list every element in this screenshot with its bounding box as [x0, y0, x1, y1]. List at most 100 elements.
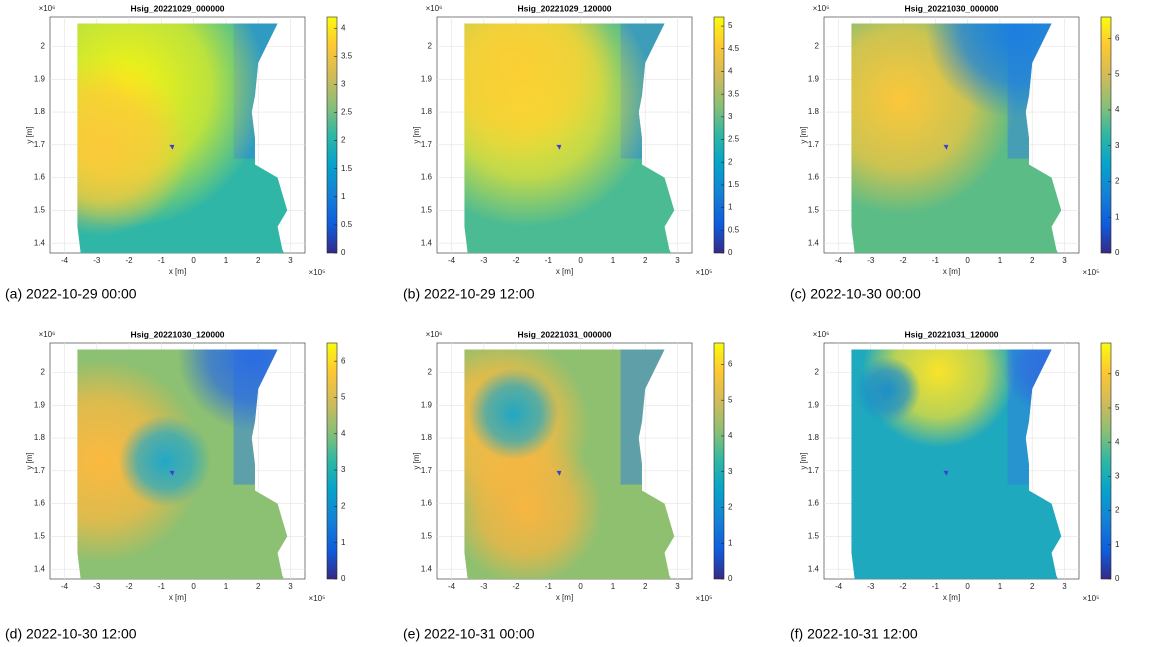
colorbar-tick-label: 3.5	[341, 51, 353, 60]
x-tick-label: 2	[643, 256, 648, 265]
x-tick-label: -1	[932, 256, 940, 265]
x-tick-label: -3	[93, 582, 101, 591]
colorbar-tick-label: 5	[1115, 403, 1120, 412]
x-tick-label: -2	[900, 582, 908, 591]
colorbar-tick-label: 5	[728, 395, 733, 404]
colorbar-tick-label: 1	[341, 192, 346, 201]
colorbar-tick-label: 3.5	[728, 89, 740, 98]
field	[77, 349, 288, 579]
x-tick-label: -2	[900, 256, 908, 265]
plot-title: Hsig_20221030_120000	[130, 329, 224, 339]
y-tick-label: 1.9	[34, 400, 46, 409]
y-tick-label: 1.4	[34, 238, 46, 247]
colorbar-tick-label: 1.5	[341, 164, 353, 173]
y-multiplier: ×10⁶	[813, 330, 830, 339]
y-tick-label: 1.9	[34, 74, 46, 83]
x-tick-label: -3	[480, 582, 488, 591]
y-tick-label: 1.5	[421, 205, 433, 214]
field-spot	[118, 415, 211, 507]
colorbar-tick-label: 1	[728, 203, 733, 212]
y-axis-label: y [m]	[799, 126, 808, 143]
colorbar-tick-label: 5	[1115, 69, 1120, 78]
y-tick-label: 2	[815, 42, 820, 51]
field-spot	[467, 367, 560, 460]
colorbar-tick-label: 3	[728, 467, 733, 476]
x-tick-label: -1	[545, 256, 553, 265]
y-tick-label: 2	[41, 368, 46, 377]
colorbar-tick-label: 0	[728, 574, 733, 583]
x-axis-label: x [m]	[169, 593, 186, 602]
y-multiplier: ×10⁶	[813, 4, 830, 13]
caption: (d) 2022-10-30 12:00	[5, 626, 137, 642]
x-tick-label: 1	[998, 582, 1003, 591]
colorbar-tick-label: 2	[728, 157, 733, 166]
y-tick-label: 1.4	[421, 564, 433, 573]
x-tick-label: 1	[998, 256, 1003, 265]
colorbar-tick-label: 0	[1115, 248, 1120, 257]
x-tick-label: 0	[191, 582, 196, 591]
colorbar-tick-label: 6	[728, 360, 733, 369]
y-tick-label: 2	[428, 42, 433, 51]
island	[169, 470, 175, 476]
x-multiplier: ×10⁵	[696, 268, 713, 277]
x-tick-label: -3	[867, 582, 875, 591]
colorbar-tick-label: 4	[1115, 437, 1120, 446]
field-spot	[77, 57, 191, 237]
caption: (f) 2022-10-31 12:00	[790, 626, 918, 642]
y-tick-label: 1.8	[808, 433, 820, 442]
x-axis-label: x [m]	[556, 267, 573, 276]
x-tick-label: 2	[643, 582, 648, 591]
x-tick-label: -2	[513, 256, 521, 265]
x-tick-label: -1	[158, 256, 166, 265]
plot-title: Hsig_20221030_000000	[904, 3, 998, 13]
x-tick-label: 3	[288, 256, 293, 265]
caption: (a) 2022-10-29 00:00	[5, 286, 137, 302]
y-tick-label: 1.4	[808, 238, 820, 247]
colorbar-tick-label: 3	[341, 80, 346, 89]
colorbar-tick-label: 1	[1115, 212, 1120, 221]
colorbar-tick-label: 1	[728, 538, 733, 547]
island	[556, 470, 562, 476]
colorbar-tick-label: 2	[341, 136, 346, 145]
x-tick-label: 1	[224, 256, 229, 265]
y-tick-label: 1.7	[421, 466, 433, 475]
colorbar-tick-label: 4	[728, 431, 733, 440]
island	[169, 144, 175, 150]
colorbar-tick-label: 6	[1115, 369, 1120, 378]
x-tick-label: -3	[93, 256, 101, 265]
field	[464, 349, 675, 579]
y-tick-label: 1.4	[808, 564, 820, 573]
x-axis-label: x [m]	[943, 267, 960, 276]
y-tick-label: 1.7	[808, 140, 820, 149]
x-tick-label: 0	[965, 582, 970, 591]
x-multiplier: ×10⁵	[309, 268, 326, 277]
x-tick-label: 0	[578, 256, 583, 265]
caption: (b) 2022-10-29 12:00	[403, 286, 535, 302]
y-multiplier: ×10⁶	[426, 4, 443, 13]
x-tick-label: 2	[1030, 582, 1035, 591]
colorbar	[713, 16, 725, 254]
x-tick-label: -3	[867, 256, 875, 265]
colorbar-tick-label: 6	[341, 356, 346, 365]
y-axis-label: y [m]	[25, 452, 34, 469]
colorbar-tick-label: 3	[341, 465, 346, 474]
y-tick-label: 1.8	[808, 107, 820, 116]
y-axis-label: y [m]	[412, 452, 421, 469]
field-spot	[464, 23, 616, 167]
x-tick-label: -1	[932, 582, 940, 591]
y-multiplier: ×10⁶	[426, 330, 443, 339]
island	[943, 470, 949, 476]
y-tick-label: 1.6	[421, 499, 433, 508]
x-tick-label: 0	[965, 256, 970, 265]
y-tick-label: 1.8	[421, 107, 433, 116]
colorbar-tick-label: 4	[341, 429, 346, 438]
x-tick-label: 1	[611, 256, 616, 265]
plot-title: Hsig_20221031_000000	[517, 329, 611, 339]
x-tick-label: -4	[61, 582, 69, 591]
colorbar	[713, 342, 725, 580]
y-tick-label: 1.7	[808, 466, 820, 475]
x-tick-label: 0	[191, 256, 196, 265]
y-tick-label: 1.8	[421, 433, 433, 442]
colorbar-tick-label: 0	[341, 248, 346, 257]
